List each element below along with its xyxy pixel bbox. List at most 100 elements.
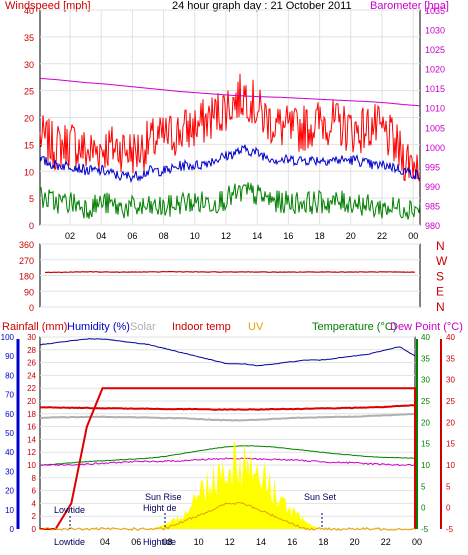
- wind-x-tick-label: 18: [315, 231, 325, 241]
- dewpoint-y-tick-label: 35: [446, 354, 455, 363]
- climate-x-tick-label: 04: [100, 537, 110, 547]
- temperature-y-tick-label: 10: [421, 461, 430, 470]
- climate-x-tick-label: 06: [131, 537, 141, 547]
- series-solar: [40, 412, 416, 422]
- humidity-y-tick-label: 50: [5, 429, 14, 438]
- rain-y-tick-label: 8: [32, 474, 37, 483]
- humidity-y-tick-label: 10: [5, 506, 14, 515]
- sunrise-annotation: Sun Rise: [145, 492, 182, 502]
- rain-y-tick-label: 28: [27, 346, 36, 355]
- humidity-y-tick-label: 80: [5, 371, 14, 380]
- baro-y-tick-label: 1015: [425, 84, 445, 94]
- series-humidity: [39, 338, 416, 367]
- wind-right-axis-label: Barometer [hpa]: [370, 0, 449, 12]
- humidity-y-tick-label: 30: [5, 467, 14, 476]
- baro-y-tick-label: 980: [425, 221, 440, 231]
- rain-y-tick-label: 12: [27, 448, 36, 457]
- rain-y-tick-label: 24: [27, 371, 36, 380]
- series-average: [39, 144, 421, 184]
- humidity-y-tick-label: 40: [5, 448, 14, 457]
- temperature-y-tick-label: 0: [421, 504, 426, 513]
- wind-y-tick-label: 35: [24, 33, 34, 43]
- wind-x-tick-label: 22: [377, 231, 387, 241]
- climate-x-tick-label: 14: [256, 537, 266, 547]
- baro-y-tick-label: 1030: [425, 26, 445, 36]
- temperature-y-tick-label: 15: [421, 440, 430, 449]
- humidity-y-tick-label: 0: [10, 525, 15, 534]
- tide-annotation: Lowtide: [54, 505, 85, 515]
- wind-x-tick-label: 16: [283, 231, 293, 241]
- wind-y-tick-label: 0: [29, 221, 34, 231]
- wind-x-tick-label: 08: [159, 231, 169, 241]
- dewpoint-y-tick-label: -5: [446, 525, 454, 534]
- dewpoint-y-tick-label: 20: [446, 418, 455, 427]
- rain-y-tick-label: 22: [27, 384, 36, 393]
- climate-x-tick-label: 18: [318, 537, 328, 547]
- wind-x-tick-label: 00: [408, 231, 418, 241]
- rain-y-tick-label: 26: [27, 359, 36, 368]
- series-direction-speed: [39, 182, 421, 220]
- rain-y-tick-label: 0: [32, 525, 37, 534]
- wind-y-tick-label: 5: [29, 194, 34, 204]
- temperature-y-tick-label: 5: [421, 482, 426, 491]
- climate-x-tick-label: 12: [225, 537, 235, 547]
- dewpoint-y-tick-label: 0: [446, 504, 451, 513]
- climate-x-tick-label: 16: [287, 537, 297, 547]
- baro-y-tick-label: 1005: [425, 123, 445, 133]
- dewpoint-y-tick-label: 25: [446, 397, 455, 406]
- climate-x-tick-label: 08: [162, 537, 172, 547]
- legend-label: Solar: [130, 321, 156, 333]
- lowtide-x-label: Lowtide: [54, 537, 85, 547]
- series-rainfall: [40, 387, 416, 530]
- dewpoint-y-tick-label: 40: [446, 333, 455, 342]
- series-dew-point: [39, 457, 416, 467]
- rain-y-tick-label: 10: [27, 461, 36, 470]
- compass-label: S: [436, 269, 444, 283]
- wind-y-tick-label: 25: [24, 87, 34, 97]
- wind-x-tick-label: 14: [252, 231, 262, 241]
- temperature-y-tick-label: 40: [421, 333, 430, 342]
- rain-y-tick-label: 4: [32, 499, 37, 508]
- legend-label: Humidity (%): [67, 321, 130, 333]
- dewpoint-y-tick-label: 5: [446, 482, 451, 491]
- wind-x-tick-label: 20: [346, 231, 356, 241]
- dewpoint-y-tick-label: 30: [446, 376, 455, 385]
- climate-x-tick-label: 10: [194, 537, 204, 547]
- wind-y-tick-label: 40: [24, 6, 34, 16]
- compass-label: E: [436, 285, 444, 299]
- humidity-y-tick-label: 90: [5, 352, 14, 361]
- baro-y-tick-label: 1020: [425, 65, 445, 75]
- humidity-y-tick-label: 60: [5, 410, 14, 419]
- rain-y-tick-label: 14: [27, 435, 36, 444]
- rain-y-tick-label: 6: [32, 487, 37, 496]
- wind-x-tick-label: 06: [127, 231, 137, 241]
- direction-y-tick-label: 270: [19, 256, 34, 266]
- series-barometer: [39, 77, 421, 107]
- direction-y-tick-label: 90: [24, 287, 34, 297]
- legend-label: Dew Point (°C): [390, 321, 463, 333]
- rain-y-tick-label: 20: [27, 397, 36, 406]
- series-wind-direction: [44, 270, 416, 274]
- wind-x-tick-label: 12: [221, 231, 231, 241]
- climate-x-tick-label: 20: [350, 537, 360, 547]
- series-temperature: [40, 445, 416, 466]
- rain-y-tick-label: 2: [32, 512, 37, 521]
- wind-y-tick-label: 20: [24, 114, 34, 124]
- wind-x-tick-label: 04: [96, 231, 106, 241]
- humidity-y-tick-label: 70: [5, 391, 14, 400]
- legend-label: UV: [248, 321, 264, 333]
- direction-y-tick-label: 0: [29, 303, 34, 313]
- temperature-y-tick-label: 25: [421, 397, 430, 406]
- wind-y-tick-label: 15: [24, 140, 34, 150]
- temperature-y-tick-label: 30: [421, 376, 430, 385]
- legend-label: Rainfall (mm): [2, 321, 67, 333]
- climate-x-tick-label: 00: [412, 537, 422, 547]
- wind-left-axis-label: Windspeed [mph]: [5, 0, 91, 12]
- rain-y-tick-label: 18: [27, 410, 36, 419]
- humidity-y-tick-label: 20: [5, 487, 14, 496]
- series-solar-radiation: [40, 441, 415, 529]
- hightide-x-label: Hightide: [143, 537, 176, 547]
- wind-x-tick-label: 10: [190, 231, 200, 241]
